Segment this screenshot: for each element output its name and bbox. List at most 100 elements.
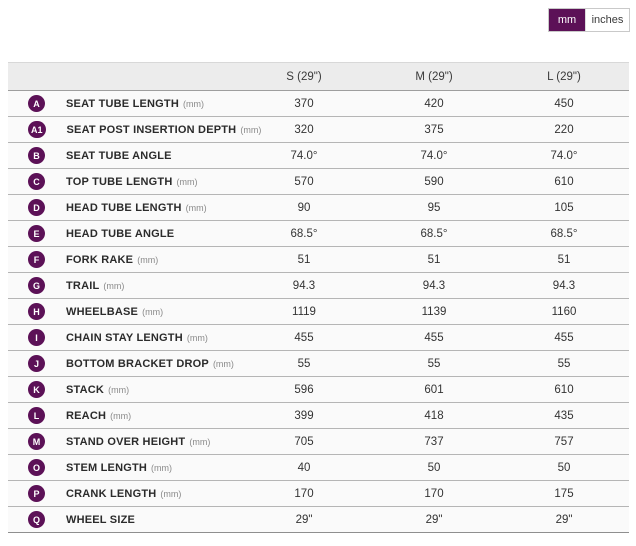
row-label-cell: G TRAIL (mm) xyxy=(8,277,239,294)
row-value: 455 xyxy=(294,331,314,344)
row-label-cell: A SEAT TUBE LENGTH (mm) xyxy=(8,95,239,112)
row-value: 68.5° xyxy=(550,227,578,240)
row-label: FORK RAKE xyxy=(66,253,134,266)
row-value: 420 xyxy=(424,97,444,110)
row-unit: (mm) xyxy=(160,488,182,499)
row-badge: A xyxy=(28,95,45,112)
row-label-cell: E HEAD TUBE ANGLE xyxy=(8,225,239,242)
row-value: 757 xyxy=(554,435,574,448)
table-row: Q WHEEL SIZE 29" 29" 29" xyxy=(8,507,629,533)
table-row: L REACH (mm) 399 418 435 xyxy=(8,403,629,429)
row-value: 1119 xyxy=(292,305,316,318)
row-value: 596 xyxy=(294,383,314,396)
row-badge: F xyxy=(28,251,45,268)
row-value: 94.3 xyxy=(552,279,576,292)
row-label: STEM LENGTH xyxy=(66,461,148,474)
row-badge: B xyxy=(28,147,45,164)
row-label-cell: I CHAIN STAY LENGTH (mm) xyxy=(8,329,239,346)
column-header-size-m: M (29") xyxy=(415,70,453,83)
row-value: 55 xyxy=(427,357,441,370)
row-value: 737 xyxy=(424,435,444,448)
row-badge: A1 xyxy=(28,121,46,138)
row-unit: (mm) xyxy=(212,358,234,369)
row-value: 450 xyxy=(554,97,574,110)
row-value: 50 xyxy=(557,461,571,474)
row-badge: J xyxy=(28,355,45,372)
row-label: STACK xyxy=(66,383,105,396)
unit-toggle-mm-button[interactable]: mm xyxy=(549,9,585,31)
row-value: 55 xyxy=(557,357,571,370)
row-value: 399 xyxy=(294,409,314,422)
row-unit: (mm) xyxy=(189,436,211,447)
row-value: 29" xyxy=(425,513,443,526)
row-value: 375 xyxy=(424,123,444,136)
row-label: SEAT TUBE ANGLE xyxy=(66,149,172,162)
unit-toggle: mm inches xyxy=(548,8,630,32)
row-value: 175 xyxy=(554,487,574,500)
row-label: REACH xyxy=(66,409,107,422)
row-unit: (mm) xyxy=(151,462,173,473)
row-badge: H xyxy=(28,303,45,320)
row-unit: (mm) xyxy=(183,98,204,109)
row-label-cell: B SEAT TUBE ANGLE xyxy=(8,147,239,164)
geometry-table-header: S (29") M (29") L (29") xyxy=(8,63,629,91)
row-label: WHEEL SIZE xyxy=(66,513,136,526)
row-label-cell: H WHEELBASE (mm) xyxy=(8,303,239,320)
row-value: 95 xyxy=(427,201,441,214)
row-value: 610 xyxy=(554,175,574,188)
table-row: P CRANK LENGTH (mm) 170 170 175 xyxy=(8,481,629,507)
table-row: A1 SEAT POST INSERTION DEPTH (mm) 320 37… xyxy=(8,117,629,143)
row-value: 1139 xyxy=(421,305,447,318)
row-label-cell: F FORK RAKE (mm) xyxy=(8,251,239,268)
table-row: F FORK RAKE (mm) 51 51 51 xyxy=(8,247,629,273)
column-header-size-l: L (29") xyxy=(547,70,581,83)
row-label: TOP TUBE LENGTH xyxy=(66,175,173,188)
row-unit: (mm) xyxy=(137,254,159,265)
row-value: 455 xyxy=(424,331,444,344)
geometry-table: S (29") M (29") L (29") A SEAT TUBE LENG… xyxy=(8,62,629,533)
row-label: CRANK LENGTH xyxy=(66,487,157,500)
unit-toggle-inches-button[interactable]: inches xyxy=(585,9,629,31)
row-label-cell: K STACK (mm) xyxy=(8,381,239,398)
row-value: 29" xyxy=(295,513,313,526)
row-badge: Q xyxy=(28,511,45,528)
row-value: 370 xyxy=(294,97,314,110)
row-label: SEAT TUBE LENGTH xyxy=(66,97,179,110)
table-row: E HEAD TUBE ANGLE 68.5° 68.5° 68.5° xyxy=(8,221,629,247)
row-badge: O xyxy=(28,459,45,476)
row-unit: (mm) xyxy=(186,332,208,343)
table-row: D HEAD TUBE LENGTH (mm) 90 95 105 xyxy=(8,195,629,221)
row-value: 170 xyxy=(424,487,444,500)
row-value: 51 xyxy=(427,253,441,266)
row-value: 40 xyxy=(297,461,311,474)
row-value: 570 xyxy=(294,175,314,188)
row-badge: C xyxy=(28,173,45,190)
row-label-cell: P CRANK LENGTH (mm) xyxy=(8,485,239,502)
table-row: I CHAIN STAY LENGTH (mm) 455 455 455 xyxy=(8,325,629,351)
row-label: BOTTOM BRACKET DROP xyxy=(66,357,209,370)
row-unit: (mm) xyxy=(176,176,198,187)
row-value: 705 xyxy=(294,435,314,448)
row-label: HEAD TUBE ANGLE xyxy=(66,227,175,240)
row-badge: L xyxy=(28,407,45,424)
row-value: 1160 xyxy=(551,305,577,318)
row-value: 29" xyxy=(555,513,573,526)
row-value: 74.0° xyxy=(420,149,448,162)
row-label-cell: C TOP TUBE LENGTH (mm) xyxy=(8,173,239,190)
row-value: 435 xyxy=(554,409,574,422)
row-unit: (mm) xyxy=(103,280,125,291)
row-value: 68.5° xyxy=(290,227,318,240)
row-label-cell: A1 SEAT POST INSERTION DEPTH (mm) xyxy=(8,121,261,138)
row-value: 51 xyxy=(297,253,311,266)
row-label-cell: L REACH (mm) xyxy=(8,407,239,424)
table-row: M STAND OVER HEIGHT (mm) 705 737 757 xyxy=(8,429,629,455)
row-label-cell: J BOTTOM BRACKET DROP (mm) xyxy=(8,355,239,372)
table-row: H WHEELBASE (mm) 1119 1139 1160 xyxy=(8,299,629,325)
row-value: 74.0° xyxy=(290,149,318,162)
row-value: 320 xyxy=(294,123,314,136)
table-row: B SEAT TUBE ANGLE 74.0° 74.0° 74.0° xyxy=(8,143,629,169)
row-label-cell: M STAND OVER HEIGHT (mm) xyxy=(8,433,239,450)
table-row: O STEM LENGTH (mm) 40 50 50 xyxy=(8,455,629,481)
row-unit: (mm) xyxy=(110,410,132,421)
row-label-cell: Q WHEEL SIZE xyxy=(8,511,239,528)
